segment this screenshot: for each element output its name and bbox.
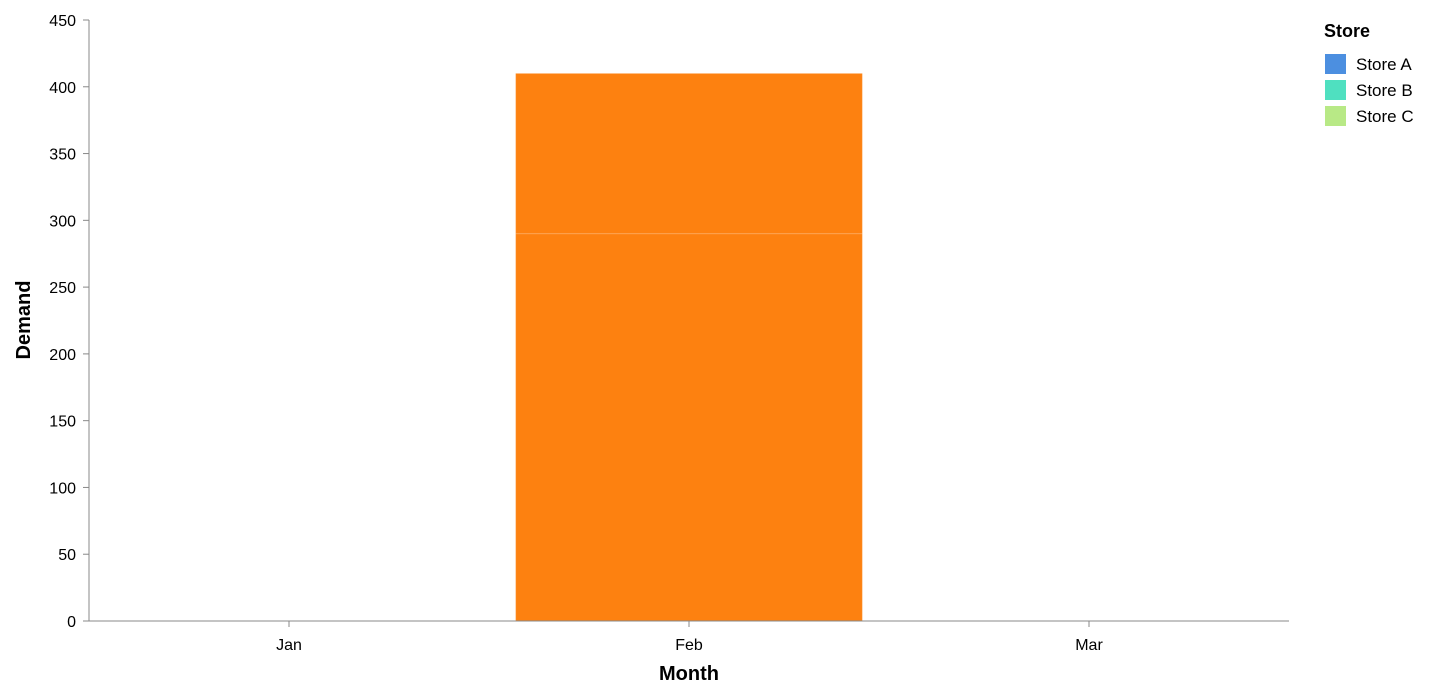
y-tick-label: 250	[49, 280, 76, 297]
x-tick-label: Jan	[276, 637, 302, 654]
y-tick-label: 100	[49, 480, 76, 497]
legend-title: Store	[1324, 21, 1370, 41]
y-tick-label: 400	[49, 80, 76, 97]
y-tick-label: 350	[49, 147, 76, 164]
legend-swatch	[1325, 106, 1346, 126]
y-tick-label: 450	[49, 13, 76, 30]
y-axis: 0 50 100 150 200 250 300 350 400 450	[49, 13, 90, 631]
y-tick-label: 300	[49, 213, 76, 230]
y-tick-label: 50	[58, 547, 76, 564]
x-axis: Jan Feb Mar	[89, 620, 1289, 654]
bar-segment	[515, 72, 863, 235]
legend-label: Store A	[1356, 55, 1412, 74]
x-tick-label: Feb	[675, 637, 703, 654]
legend-label: Store C	[1356, 107, 1414, 126]
bar-segment	[515, 233, 863, 622]
legend-swatch	[1325, 80, 1346, 100]
y-axis-title: Demand	[13, 281, 35, 360]
x-tick-label: Mar	[1075, 637, 1103, 654]
y-tick-label: 200	[49, 347, 76, 364]
bars-layer	[515, 72, 863, 622]
legend: Store Store A Store B Store C	[1324, 21, 1414, 126]
y-tick-label: 150	[49, 414, 76, 431]
x-axis-title: Month	[659, 663, 719, 685]
y-tick-label: 0	[67, 614, 76, 631]
legend-swatch	[1325, 54, 1346, 74]
legend-label: Store B	[1356, 81, 1413, 100]
